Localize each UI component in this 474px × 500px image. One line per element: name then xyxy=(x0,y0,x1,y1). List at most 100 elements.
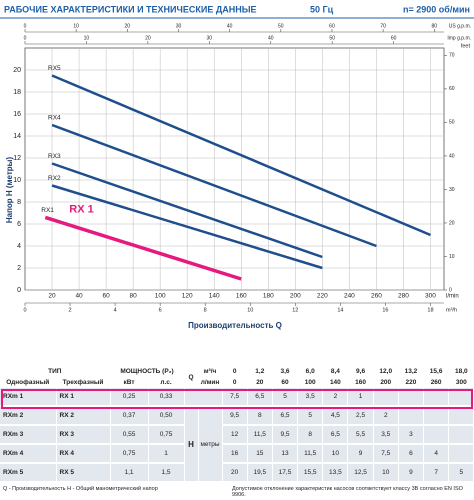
y-tick-label: 2 xyxy=(17,265,21,272)
series-line xyxy=(51,184,323,270)
table-row: Однофазный Трехфазный кВт л.с. л/мин 0 20 60 100… xyxy=(0,377,474,388)
header-three: Трехфазный xyxy=(56,377,111,388)
header-power: МОЩНОСТЬ (P₂) xyxy=(110,366,185,377)
x4-tick-label: 40 xyxy=(268,35,274,41)
y-tick-label: 10 xyxy=(13,177,21,184)
head-value: 6,5 xyxy=(322,425,349,445)
header-kw: кВт xyxy=(110,377,149,388)
power-hp: 0,50 xyxy=(148,406,185,426)
y2-tick-label: 0 xyxy=(449,287,452,293)
head-value: 11,5 xyxy=(247,425,273,445)
head-value: 2,5 xyxy=(347,406,374,426)
series-label: RX1 xyxy=(41,207,54,214)
series-label: RX3 xyxy=(48,153,61,160)
x2-tick-label: 10 xyxy=(247,307,253,313)
head-value: 6 xyxy=(398,444,425,464)
header-q-m3h: 3,6 xyxy=(272,366,299,377)
x-tick-label: 300 xyxy=(425,293,436,300)
x2-tick-label: 6 xyxy=(159,307,162,313)
header-q-lmin: 60 xyxy=(272,377,299,388)
head-value: 2 xyxy=(322,388,349,407)
frequency: 50 Гц xyxy=(310,4,334,14)
header-q-lmin: 300 xyxy=(448,377,474,388)
header-q-m3h: 8,4 xyxy=(322,366,349,377)
x4-tick-label: 50 xyxy=(329,35,335,41)
head-value: 1 xyxy=(347,388,374,407)
header-q-m3h: 18,0 xyxy=(448,366,474,377)
header-q-lmin: 140 xyxy=(322,377,349,388)
x-tick-label: 180 xyxy=(263,293,274,300)
x4-tick-label: 20 xyxy=(145,35,151,41)
x4-tick-label: 30 xyxy=(207,35,213,41)
power-kw: 1,1 xyxy=(110,463,149,483)
header-q-lmin: 200 xyxy=(373,377,399,388)
footer-right: Допустимое отклонение характеристик насо… xyxy=(232,486,463,498)
header-q-m3h: 0 xyxy=(222,366,248,377)
y2-tick-label: 70 xyxy=(449,53,455,59)
head-value: 13,5 xyxy=(322,463,349,483)
x2-tick-label: 18 xyxy=(427,307,433,313)
header-q-lmin: 20 xyxy=(247,377,273,388)
x3-tick-label: 0 xyxy=(24,23,27,29)
head-value: 11,5 xyxy=(297,444,324,464)
x2-tick-label: 14 xyxy=(337,307,343,313)
model-three: RX 4 xyxy=(56,444,111,464)
header-q-unit: л/мин xyxy=(198,377,223,388)
header-q-m3h: 12,0 xyxy=(373,366,399,377)
head-value: 10 xyxy=(373,463,399,483)
head-value: 12,5 xyxy=(347,463,374,483)
header-q-m3h: 6,0 xyxy=(297,366,324,377)
x3-tick-label: 80 xyxy=(431,23,437,29)
x-tick-label: 20 xyxy=(48,293,56,300)
table-row: RXm 5 RX 5 1,1 1,5 20 19,5 17,5 15,5 13,5 12,5 10 9… xyxy=(0,463,474,483)
header-q-unit: м³/ч xyxy=(198,366,223,377)
header-h-unit: метры xyxy=(198,406,223,483)
header-q-m3h: 1,2 xyxy=(247,366,273,377)
head-value: 4 xyxy=(423,444,450,464)
x3-tick-label: 20 xyxy=(125,23,131,29)
y-axis-label: Напор H (метры) xyxy=(5,157,14,224)
head-value: 7,5 xyxy=(222,388,248,407)
power-kw: 0,75 xyxy=(110,444,149,464)
head-value: 3 xyxy=(398,425,425,445)
power-hp: 1,5 xyxy=(148,463,185,483)
head-value xyxy=(423,425,450,445)
table-row: RXm 3 RX 3 0,55 0,75 12 11,5 9,5 8 6,5 5,5 3,5 3 xyxy=(0,425,474,445)
x-tick-label: 240 xyxy=(344,293,355,300)
head-value: 9,5 xyxy=(222,406,248,426)
series-line xyxy=(51,162,323,259)
power-kw: 0,37 xyxy=(110,406,149,426)
series-label: RX5 xyxy=(48,65,61,72)
head-value xyxy=(448,388,474,407)
header-q-lmin: 100 xyxy=(297,377,324,388)
x-tick-label: 160 xyxy=(236,293,247,300)
head-value: 9,5 xyxy=(272,425,299,445)
power-kw: 0,55 xyxy=(110,425,149,445)
x3-tick-label: 50 xyxy=(278,23,284,29)
head-value: 5,5 xyxy=(347,425,374,445)
head-value: 5 xyxy=(297,406,324,426)
head-value: 16 xyxy=(222,444,248,464)
power-hp: 0,33 xyxy=(148,388,185,407)
x-axis-label: Производительность Q xyxy=(188,321,282,330)
head-value: 10 xyxy=(322,444,349,464)
chart: РАБОЧИЕ ХАРАКТЕРИСТИКИ И ТЕХНИЧЕСКИЕ ДАН… xyxy=(0,4,474,330)
y-tick-label: 8 xyxy=(17,199,21,206)
model-single: RXm 3 xyxy=(0,425,57,445)
header-q-m3h: 15,6 xyxy=(423,366,450,377)
footer-left: Q - Производительность H - Общий маномет… xyxy=(3,486,158,492)
head-value: 19,5 xyxy=(247,463,273,483)
x4-unit: Imp g.p.m. xyxy=(447,35,471,41)
y-tick-label: 18 xyxy=(13,89,21,96)
power-hp: 1 xyxy=(148,444,185,464)
head-value: 4,5 xyxy=(322,406,349,426)
header-q-m3h: 9,6 xyxy=(347,366,374,377)
series-line xyxy=(51,74,431,237)
x3-tick-label: 60 xyxy=(329,23,335,29)
y-tick-label: 6 xyxy=(17,221,21,228)
header-q-lmin: 160 xyxy=(347,377,374,388)
x2-tick-label: 2 xyxy=(69,307,72,313)
series-label: RX2 xyxy=(48,175,61,182)
